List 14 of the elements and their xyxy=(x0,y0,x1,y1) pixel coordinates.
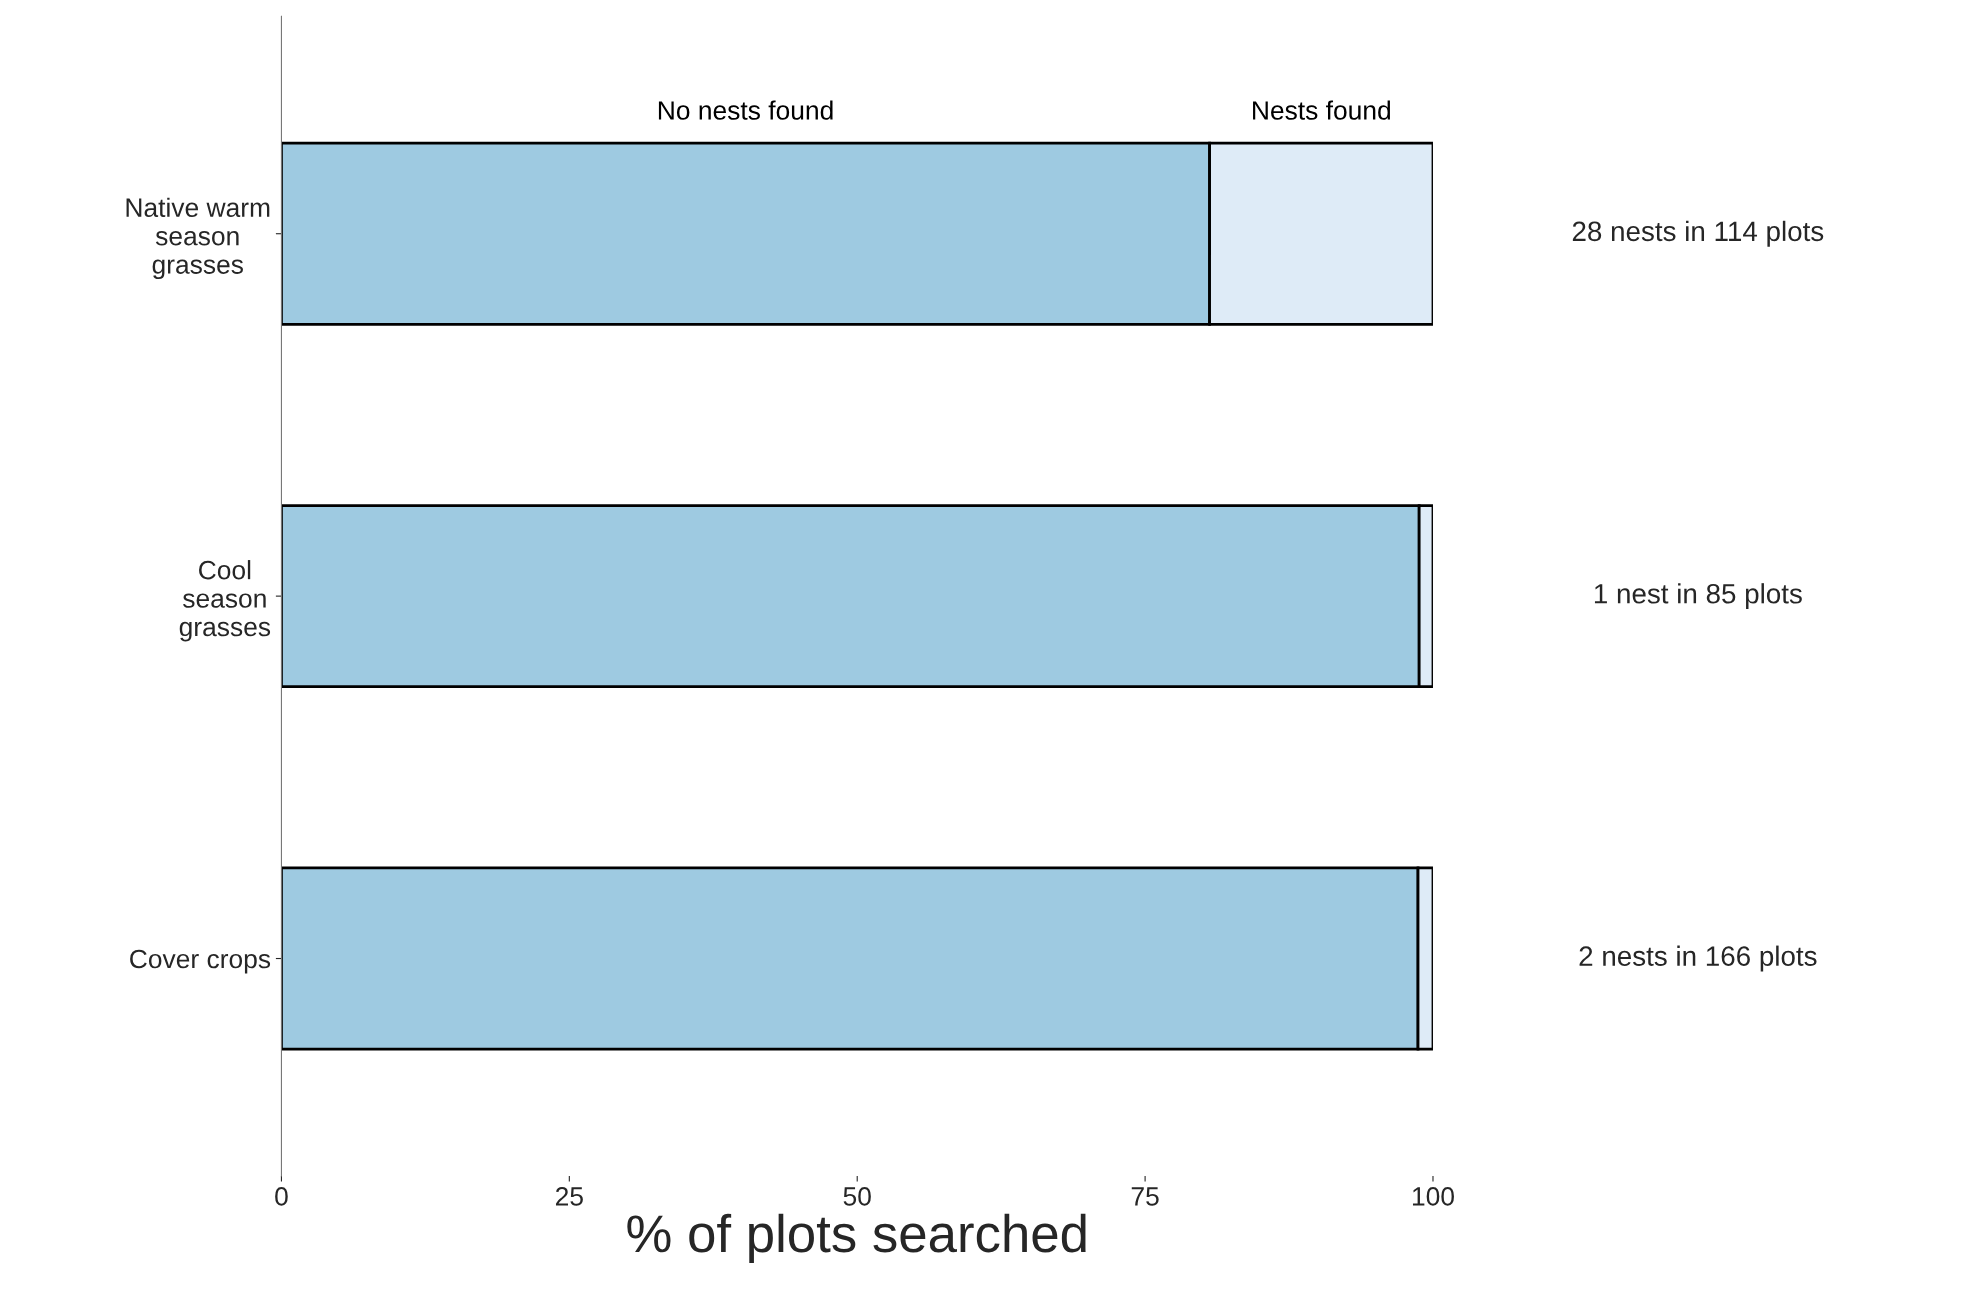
text: 2 nests in 166 plots xyxy=(1579,945,1817,972)
series-label: No nests found xyxy=(658,100,833,120)
x-tick-label: 50 xyxy=(843,1187,871,1206)
x-tick-label: 75 xyxy=(1131,1187,1159,1206)
x-tick-label: 0 xyxy=(275,1187,288,1206)
series-label: Nests found xyxy=(1253,100,1390,120)
x-tick-label: 100 xyxy=(1412,1187,1454,1206)
y-tick-label: Cover crops xyxy=(130,949,271,974)
x-axis-title: % of plots searched xyxy=(627,1213,1086,1263)
text: 1 nest in 85 plots xyxy=(1594,583,1802,610)
x-tick-label: 25 xyxy=(555,1187,583,1206)
y-tick-label: Native warm season grasses xyxy=(126,197,270,280)
text: 28 nests in 114 plots xyxy=(1572,220,1824,247)
y-tick-label: Cool season grasses xyxy=(179,560,271,642)
